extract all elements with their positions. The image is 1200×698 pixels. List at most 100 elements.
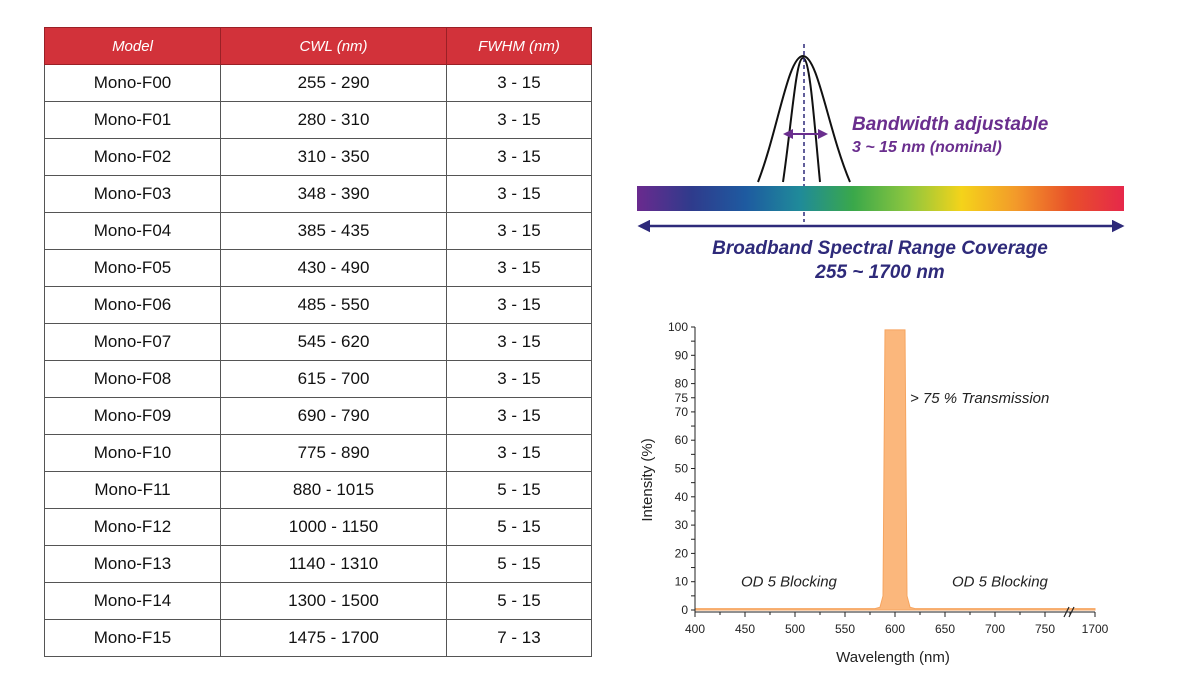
y-tick-label: 90 <box>675 348 689 362</box>
model-cell: Mono-F09 <box>44 397 221 435</box>
model-cell: Mono-F04 <box>44 212 221 250</box>
model-cell: Mono-F02 <box>44 138 221 176</box>
bandwidth-subtitle: 3 ~ 15 nm (nominal) <box>852 139 1002 156</box>
header-fwhm: FWHM (nm) <box>446 27 592 65</box>
x-tick-label: 400 <box>685 622 705 636</box>
table-row: Mono-F01 280 - 310 3 - 15 <box>44 101 592 139</box>
fwhm-cell: 3 - 15 <box>446 286 592 324</box>
table-row: Mono-F11 880 - 1015 5 - 15 <box>44 471 592 509</box>
fwhm-cell: 3 - 15 <box>446 434 592 472</box>
x-axis-title: Wavelength (nm) <box>836 649 950 666</box>
cwl-cell: 690 - 790 <box>220 397 447 435</box>
chart-annotation: > 75 % Transmission <box>910 390 1049 407</box>
cwl-cell: 775 - 890 <box>220 434 447 472</box>
cwl-cell: 615 - 700 <box>220 360 447 398</box>
model-cell: Mono-F10 <box>44 434 221 472</box>
table-row: Mono-F04 385 - 435 3 - 15 <box>44 212 592 250</box>
x-tick-label: 600 <box>885 622 905 636</box>
fwhm-cell: 3 - 15 <box>446 249 592 287</box>
table-row: Mono-F02 310 - 350 3 - 15 <box>44 138 592 176</box>
table-row: Mono-F13 1140 - 1310 5 - 15 <box>44 545 592 583</box>
table-body: Mono-F00 255 - 290 3 - 15 Mono-F01 280 - 310… <box>44 64 592 657</box>
model-cell: Mono-F15 <box>44 619 221 657</box>
cwl-cell: 545 - 620 <box>220 323 447 361</box>
y-tick-label: 10 <box>675 575 689 589</box>
cwl-cell: 1000 - 1150 <box>220 508 447 546</box>
fwhm-cell: 5 - 15 <box>446 471 592 509</box>
model-cell: Mono-F01 <box>44 101 221 139</box>
cwl-cell: 1140 - 1310 <box>220 545 447 583</box>
header-model: Model <box>44 27 221 65</box>
table-row: Mono-F12 1000 - 1150 5 - 15 <box>44 508 592 546</box>
x-axis-ticks: 400 450 500 550 600 650 700 750 1700 <box>685 612 1109 636</box>
y-tick-label: 40 <box>675 490 689 504</box>
table-row: Mono-F00 255 - 290 3 - 15 <box>44 64 592 102</box>
cwl-cell: 1300 - 1500 <box>220 582 447 620</box>
fwhm-cell: 3 - 15 <box>446 212 592 250</box>
y-tick-label: 20 <box>675 546 689 560</box>
table-row: Mono-F08 615 - 700 3 - 15 <box>44 360 592 398</box>
range-title: Broadband Spectral Range Coverage <box>712 238 1048 259</box>
fwhm-cell: 3 - 15 <box>446 101 592 139</box>
spectrum-diagram: Bandwidth adjustable 3 ~ 15 nm (nominal)… <box>637 44 1125 283</box>
cwl-cell: 385 - 435 <box>220 212 447 250</box>
model-cell: Mono-F07 <box>44 323 221 361</box>
header-cwl: CWL (nm) <box>220 27 447 65</box>
y-tick-label: 70 <box>675 405 689 419</box>
axis-break-mark <box>1063 606 1070 618</box>
fwhm-cell: 3 - 15 <box>446 138 592 176</box>
fwhm-cell: 3 - 15 <box>446 175 592 213</box>
table-row: Mono-F05 430 - 490 3 - 15 <box>44 249 592 287</box>
cwl-cell: 310 - 350 <box>220 138 447 176</box>
x-tick-label: 500 <box>785 622 805 636</box>
bandwidth-title: Bandwidth adjustable <box>852 114 1049 135</box>
chart-annotation: OD 5 Blocking <box>952 574 1049 591</box>
table-row: Mono-F07 545 - 620 3 - 15 <box>44 323 592 361</box>
y-tick-label: 50 <box>675 462 689 476</box>
table-row: Mono-F15 1475 - 1700 7 - 13 <box>44 619 592 657</box>
table-row: Mono-F10 775 - 890 3 - 15 <box>44 434 592 472</box>
cwl-cell: 430 - 490 <box>220 249 447 287</box>
x-tick-label: 700 <box>985 622 1005 636</box>
y-tick-label: 0 <box>681 603 688 617</box>
x-tick-label: 750 <box>1035 622 1055 636</box>
table-row: Mono-F03 348 - 390 3 - 15 <box>44 175 592 213</box>
x-tick-label: 450 <box>735 622 755 636</box>
cwl-cell: 880 - 1015 <box>220 471 447 509</box>
cwl-cell: 280 - 310 <box>220 101 447 139</box>
y-tick-label: 30 <box>675 518 689 532</box>
cwl-cell: 255 - 290 <box>220 64 447 102</box>
fwhm-cell: 3 - 15 <box>446 64 592 102</box>
model-cell: Mono-F05 <box>44 249 221 287</box>
model-cell: Mono-F08 <box>44 360 221 398</box>
fwhm-cell: 7 - 13 <box>446 619 592 657</box>
table-header-row: Model CWL (nm) FWHM (nm) <box>44 27 592 65</box>
y-tick-label: 60 <box>675 433 689 447</box>
chart-annotation: OD 5 Blocking <box>741 574 838 591</box>
fwhm-cell: 3 - 15 <box>446 323 592 361</box>
cwl-cell: 1475 - 1700 <box>220 619 447 657</box>
cwl-cell: 348 - 390 <box>220 175 447 213</box>
fwhm-cell: 3 - 15 <box>446 360 592 398</box>
transmission-series-area <box>694 329 1096 611</box>
narrow-bell-curve <box>782 56 821 183</box>
y-axis-title: Intensity (%) <box>639 438 656 521</box>
table-row: Mono-F06 485 - 550 3 - 15 <box>44 286 592 324</box>
x-tick-label: 1700 <box>1082 622 1109 636</box>
model-cell: Mono-F03 <box>44 175 221 213</box>
wide-bell-curve <box>757 54 851 183</box>
table-row: Mono-F14 1300 - 1500 5 - 15 <box>44 582 592 620</box>
fwhm-cell: 5 - 15 <box>446 508 592 546</box>
model-cell: Mono-F13 <box>44 545 221 583</box>
model-cell: Mono-F12 <box>44 508 221 546</box>
model-cell: Mono-F11 <box>44 471 221 509</box>
x-tick-label: 550 <box>835 622 855 636</box>
x-tick-label: 650 <box>935 622 955 636</box>
axis-break-mark <box>1068 606 1075 618</box>
y-tick-label: 100 <box>668 320 688 334</box>
fwhm-cell: 5 - 15 <box>446 545 592 583</box>
range-subtitle: 255 ~ 1700 nm <box>814 262 945 283</box>
model-cell: Mono-F06 <box>44 286 221 324</box>
